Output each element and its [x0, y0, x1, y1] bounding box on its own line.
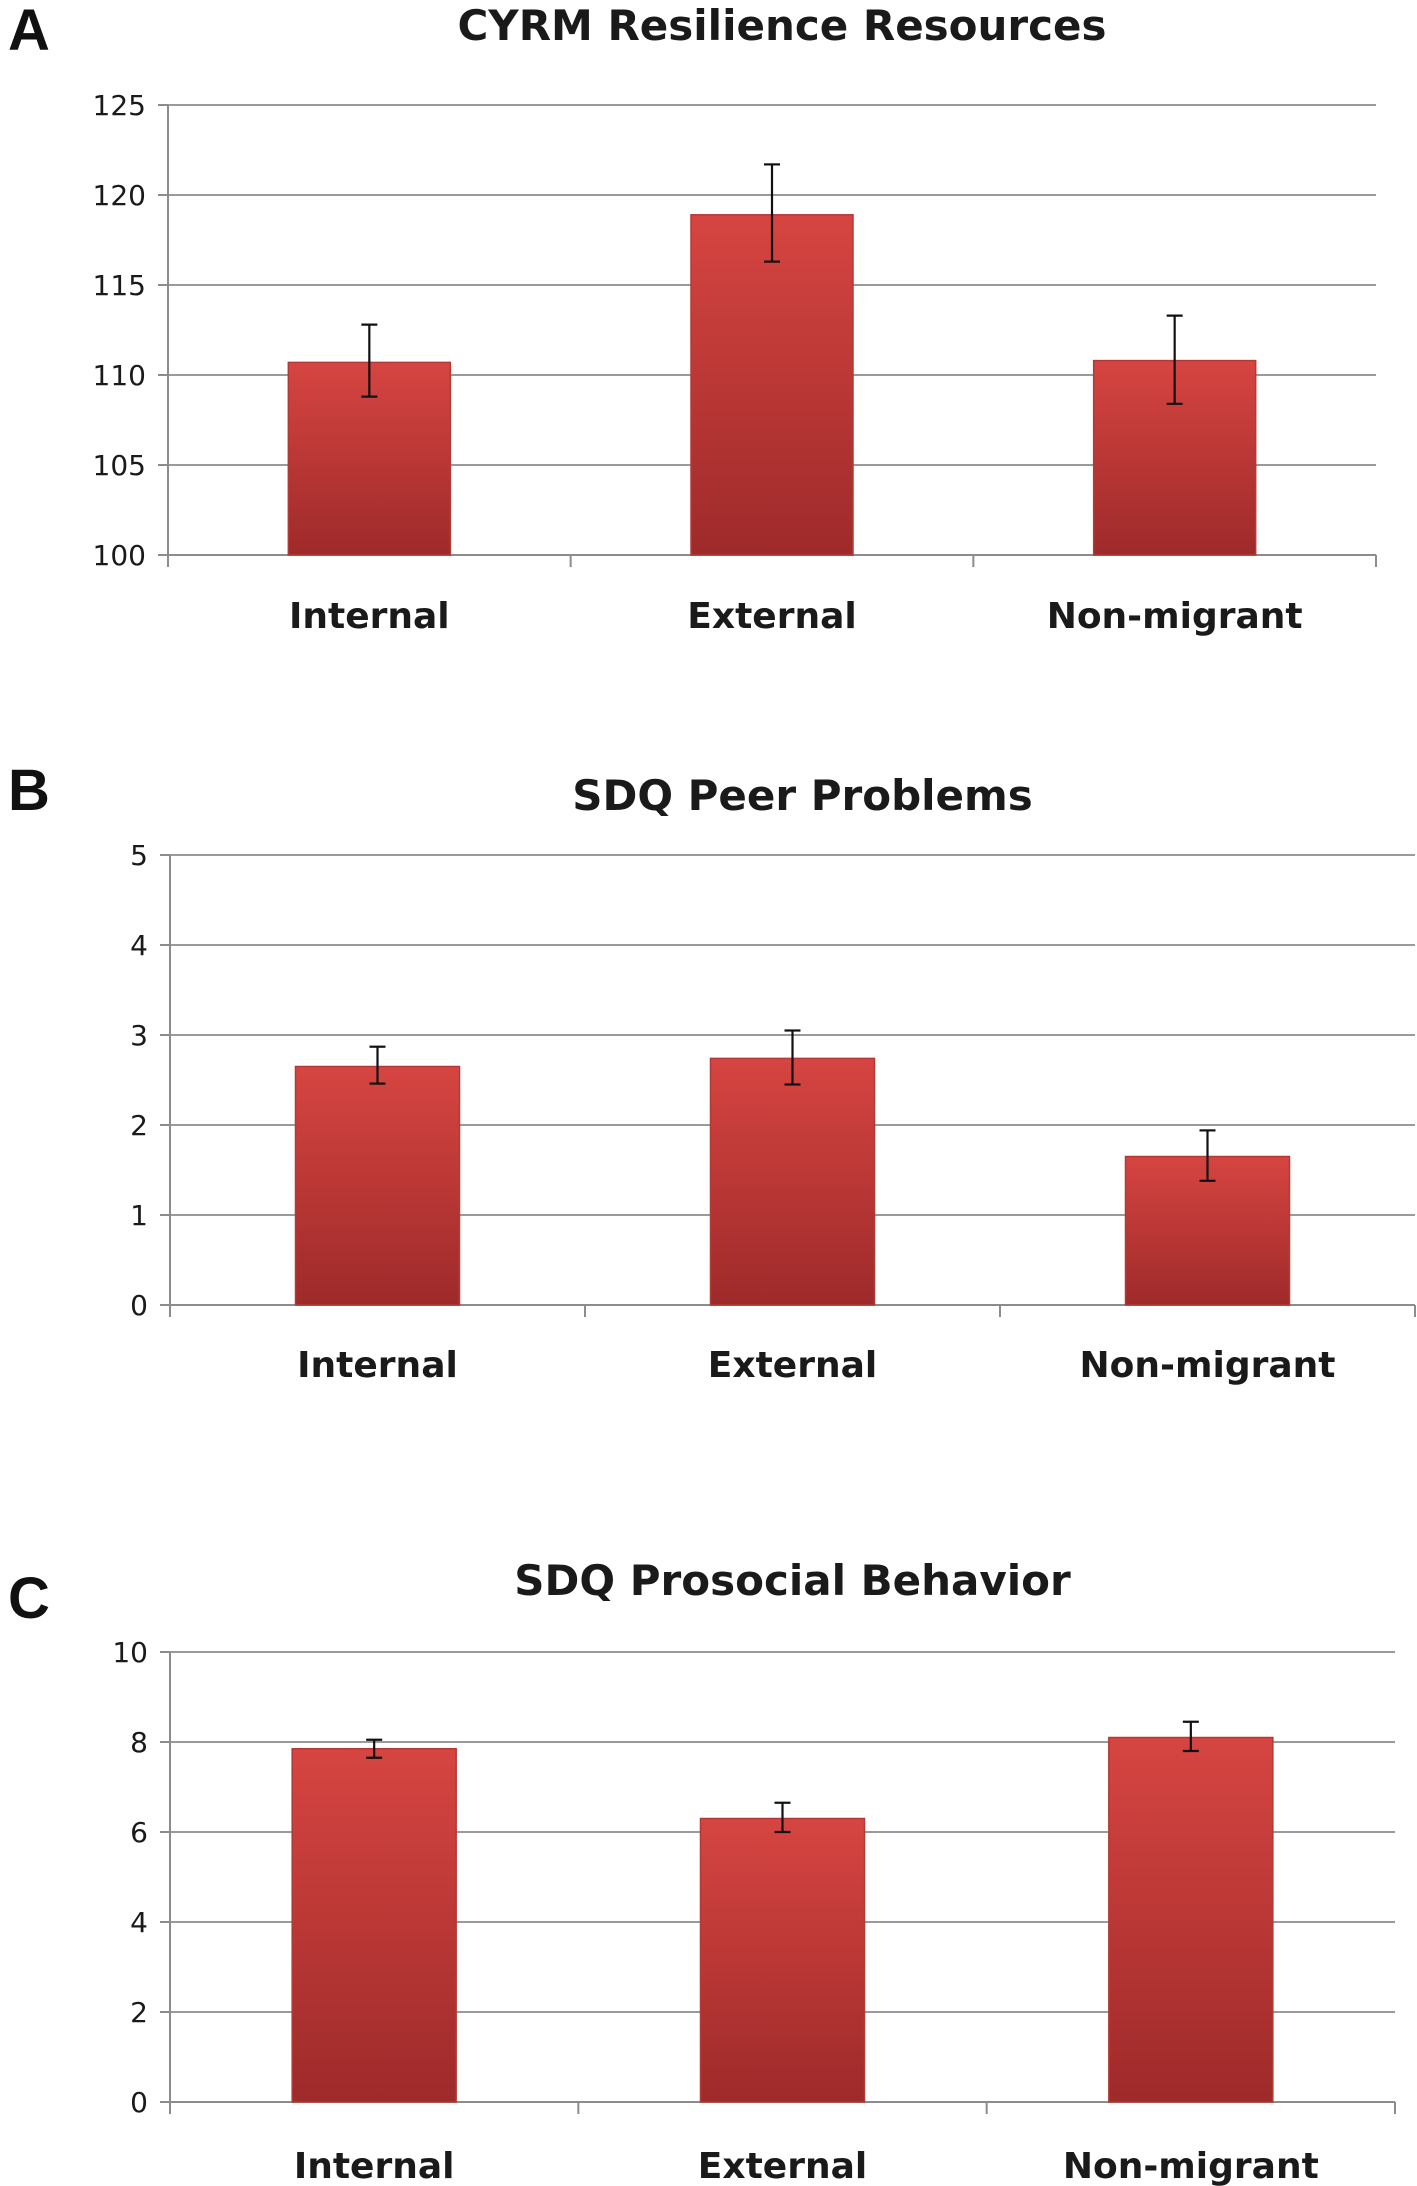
bar-internal — [291, 1748, 457, 2103]
chart-panel-c: C SDQ Prosocial Behavior 0 2 4 6 8 10 Internal E… — [0, 1550, 1417, 2186]
chart-title: SDQ Prosocial Behavior — [514, 1556, 1071, 1605]
chart-svg: SDQ Prosocial Behavior 0 2 4 6 8 10 Internal Ext… — [112, 1556, 1396, 2186]
y-tick-label: 110 — [93, 359, 146, 392]
x-category-label: Internal — [289, 596, 450, 637]
panel-label: A — [8, 0, 50, 63]
y-tick-label: 4 — [130, 1906, 148, 1939]
y-tick-label: 115 — [93, 269, 146, 302]
x-category-label: External — [687, 596, 856, 637]
y-tick-label: 4 — [130, 929, 148, 962]
y-tick-label: 2 — [130, 1109, 148, 1142]
x-category-label: Non-migrant — [1080, 1345, 1336, 1386]
y-tick-label: 120 — [93, 179, 146, 212]
y-tick-label: 8 — [130, 1726, 148, 1759]
chart-panel-b: B SDQ Peer Problems 0 1 2 3 4 5 Internal Externa… — [0, 760, 1417, 1460]
y-tick-label: 125 — [93, 89, 146, 122]
x-category-label: Internal — [294, 2146, 455, 2186]
x-category-label: Internal — [297, 1345, 458, 1386]
chart-title: CYRM Resilience Resources — [457, 1, 1106, 50]
bar-external — [699, 1817, 866, 2103]
chart-svg: CYRM Resilience Resources 100 105 110 115 120… — [93, 1, 1377, 637]
y-tick-label: 10 — [112, 1636, 148, 1669]
y-tick-label: 2 — [130, 1996, 148, 2029]
y-tick-label: 100 — [93, 539, 146, 572]
bar-external — [709, 1057, 876, 1306]
y-tick-label: 105 — [93, 449, 146, 482]
y-tick-label: 1 — [130, 1199, 148, 1232]
x-category-label: Non-migrant — [1063, 2146, 1319, 2186]
chart-title: SDQ Peer Problems — [572, 771, 1033, 820]
y-tick-label: 6 — [130, 1816, 148, 1849]
y-tick-label: 0 — [130, 2086, 148, 2119]
x-category-label: External — [708, 1345, 877, 1386]
x-category-label: Non-migrant — [1047, 596, 1303, 637]
y-tick-label: 0 — [130, 1289, 148, 1322]
chart-svg: SDQ Peer Problems 0 1 2 3 4 5 Internal External N… — [130, 771, 1416, 1386]
panel-label: C — [8, 1566, 50, 1631]
y-tick-label: 5 — [130, 839, 148, 872]
bar-external — [690, 214, 854, 556]
bar-internal — [294, 1065, 461, 1306]
chart-panel-a: A CYRM Resilience Resources 100 105 110 115 1… — [0, 0, 1417, 720]
panel-label: B — [8, 758, 50, 823]
y-tick-label: 3 — [130, 1019, 148, 1052]
bar-non-migrant — [1108, 1736, 1274, 2103]
x-category-label: External — [698, 2146, 867, 2186]
